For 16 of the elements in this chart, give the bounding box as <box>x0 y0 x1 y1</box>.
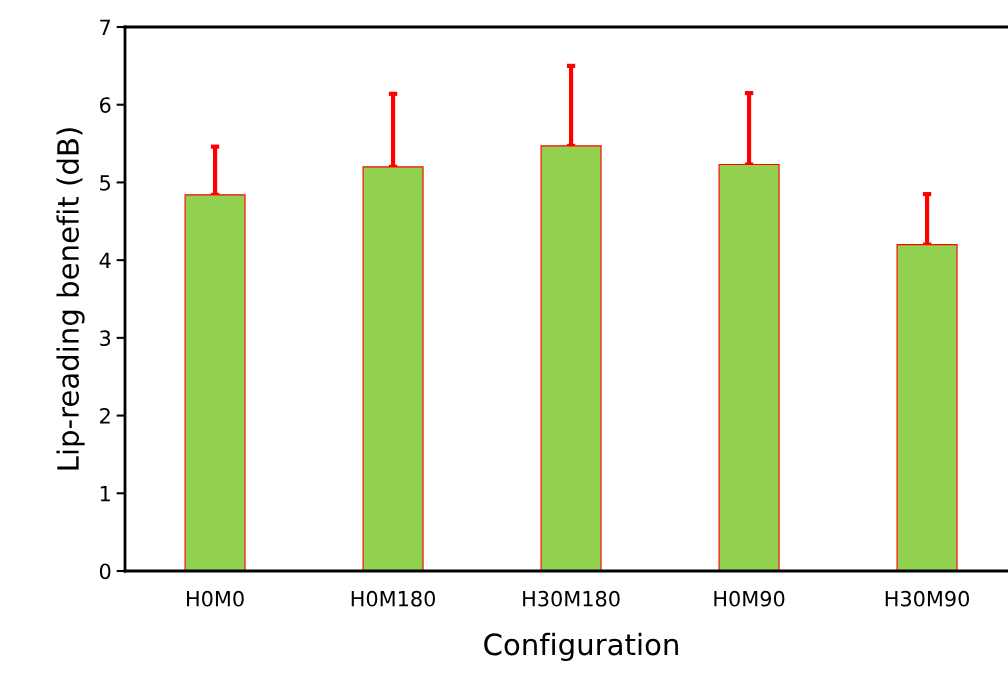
y-tick-label: 4 <box>99 252 111 269</box>
y-tick-label: 7 <box>100 19 111 35</box>
y-tick-label: 3 <box>100 330 111 347</box>
y-tick-label: 6 <box>100 97 111 113</box>
y-tick-label: 1 <box>100 486 110 502</box>
y-tick-label: 5 <box>100 175 110 191</box>
x-tick-label: H0M0 <box>187 590 244 607</box>
bar <box>718 163 780 571</box>
x-tick-label: H30M90 <box>885 590 970 607</box>
x-axis-title: Configuration <box>484 632 678 662</box>
y-tick-label: 2 <box>100 408 110 424</box>
x-tick-label: H0M90 <box>714 590 785 607</box>
x-tick-label: H0M180 <box>351 590 436 607</box>
x-tick-label: H30M180 <box>523 590 620 607</box>
y-tick-label: 0 <box>99 563 111 580</box>
y-axis-title: Lip-reading benefit (dB) <box>56 128 85 470</box>
